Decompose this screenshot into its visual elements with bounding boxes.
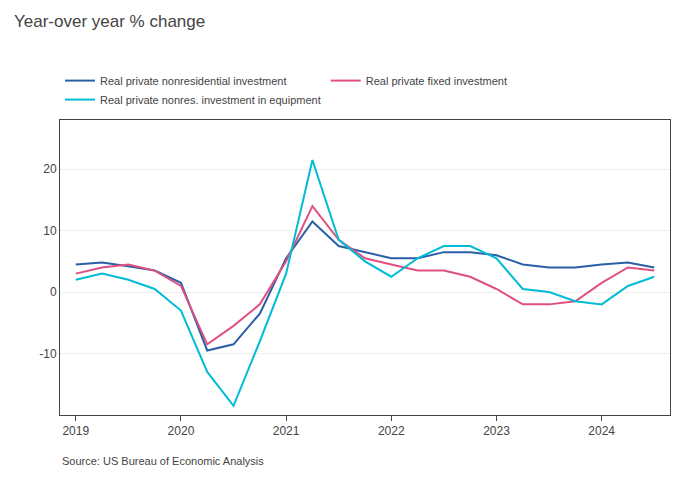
svg-text:10: 10 <box>43 224 57 238</box>
svg-text:Source: US Bureau of Economic: Source: US Bureau of Economic Analysis <box>62 455 264 467</box>
svg-text:2021: 2021 <box>273 424 300 438</box>
svg-text:2019: 2019 <box>62 424 89 438</box>
svg-text:2023: 2023 <box>483 424 510 438</box>
svg-text:20: 20 <box>43 162 57 176</box>
svg-text:Real private nonres. investmen: Real private nonres. investment in equip… <box>100 94 321 106</box>
svg-text:Real private nonresidential in: Real private nonresidential investment <box>100 75 287 87</box>
svg-text:2020: 2020 <box>168 424 195 438</box>
svg-text:Real private fixed investment: Real private fixed investment <box>366 75 507 87</box>
svg-text:Year-over year % change: Year-over year % change <box>14 12 205 31</box>
svg-text:-10: -10 <box>39 347 57 361</box>
svg-text:2022: 2022 <box>378 424 405 438</box>
svg-text:0: 0 <box>50 285 57 299</box>
svg-text:2024: 2024 <box>588 424 615 438</box>
